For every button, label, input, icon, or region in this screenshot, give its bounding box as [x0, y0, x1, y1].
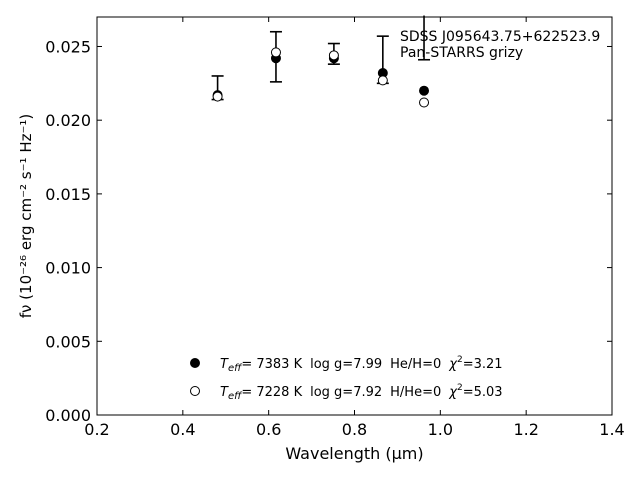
y-tick-label-2: 0.010: [45, 259, 91, 278]
error-bar-4: [418, 15, 431, 61]
x-tick-label-3: 0.8: [342, 420, 367, 439]
annotation-line-1: SDSS J095643.75+622523.9: [400, 29, 600, 45]
plot-frame: [96, 16, 613, 416]
x-tick-label-6: 1.4: [599, 420, 624, 439]
error-bars: [211, 15, 431, 101]
annotation-line-2: Pan-STARRS grizy: [400, 45, 523, 61]
open-point-3: [377, 75, 388, 86]
x-axis-label: Wavelength (μm): [285, 444, 423, 463]
y-tick-label-1: 0.005: [45, 332, 91, 351]
x-tick-label-4: 1.0: [428, 420, 453, 439]
y-tick-label-4: 0.020: [45, 111, 91, 130]
y-tick-label-0: 0.000: [45, 406, 91, 425]
axis-ticks: 0.2 0.4 0.6 0.8 1.0 1.2 1.4 0.000 0.005 0.010 0.01…: [45, 17, 625, 439]
open-point-0: [212, 91, 223, 102]
legend-marker-filled: [190, 358, 200, 368]
y-tick-label-5: 0.025: [45, 37, 91, 56]
x-tick-label-2: 0.6: [256, 420, 281, 439]
data-points: [212, 47, 430, 108]
filled-point-4: [419, 85, 430, 96]
legend-marker-open: [190, 386, 200, 396]
open-point-4: [419, 97, 430, 108]
y-axis-label: fν (10⁻²⁶ erg cm⁻² s⁻¹ Hz⁻¹): [17, 114, 35, 319]
x-tick-label-0: 0.2: [84, 420, 109, 439]
open-point-1: [270, 47, 281, 58]
open-point-2: [328, 50, 339, 61]
x-tick-label-5: 1.2: [513, 420, 538, 439]
y-tick-label-3: 0.015: [45, 185, 91, 204]
x-tick-label-1: 0.4: [170, 420, 195, 439]
